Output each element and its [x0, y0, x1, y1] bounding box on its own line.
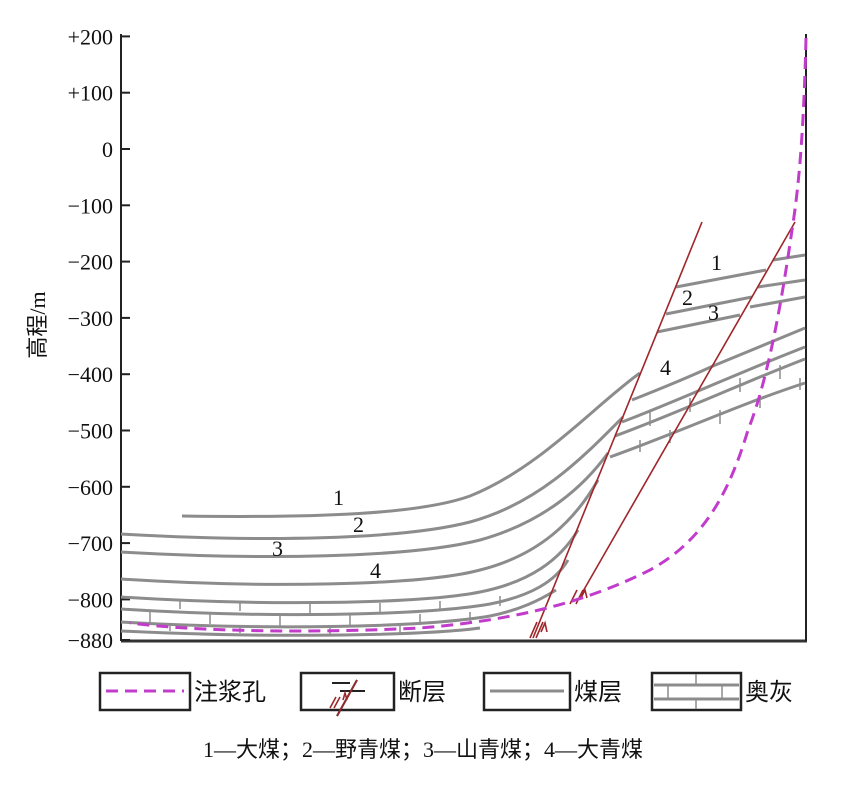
seam-1-mid [675, 268, 767, 289]
limestone-top-mid [621, 345, 806, 424]
seam-1-left [181, 371, 641, 518]
seam-2-right [757, 278, 806, 289]
seam-2-mid [665, 295, 753, 316]
limestone-brick-icon [654, 674, 739, 709]
limestone-2-left [120, 559, 570, 617]
legend: 注浆孔 断层 煤层 奥灰 [98, 671, 793, 717]
limestone-3-left [120, 588, 557, 629]
legend-label: 煤层 [574, 679, 622, 706]
seam-label: 4 [370, 558, 381, 583]
y-tick-label: −200 [68, 250, 113, 275]
y-tick-label: −400 [68, 362, 113, 387]
seam-label: 4 [660, 355, 671, 380]
y-tick-label: −880 [68, 628, 113, 653]
y-tick-label: −600 [68, 475, 113, 500]
coal-seams [120, 253, 806, 637]
y-tick-label: −800 [68, 587, 113, 612]
seam-3-left [120, 452, 610, 558]
seam-2-left [120, 415, 625, 540]
caption: 1—大煤；2—野青煤；3—山青煤；4—大青煤 [203, 737, 643, 762]
fault-1-arrow-icon [529, 620, 548, 639]
y-axis-label: 高程/m [25, 291, 50, 358]
seam-label: 1 [711, 250, 722, 275]
y-tick-label: −500 [68, 419, 113, 444]
y-tick-label: 0 [102, 137, 113, 162]
seam-label: 2 [682, 285, 693, 310]
seam-label: 3 [708, 300, 719, 325]
y-tick-label: −700 [68, 531, 113, 556]
seam-4-mid [631, 326, 806, 402]
faults [529, 221, 796, 639]
legend-label: 奥灰 [745, 679, 793, 706]
y-tick-label: −100 [68, 193, 113, 218]
seam-4-left [120, 479, 600, 586]
y-tick-label: −300 [68, 306, 113, 331]
limestone-3-mid [609, 381, 806, 459]
seam-label: 1 [333, 485, 344, 510]
legend-label: 注浆孔 [194, 679, 266, 706]
seam-label: 3 [272, 536, 283, 561]
legend-label: 断层 [398, 679, 446, 706]
seam-3-mid [656, 313, 741, 334]
limestone-base-left [120, 626, 481, 637]
y-ticks: +200 +100 0 −100 −200 −300 −400 −500 −600 −700 −80… [68, 24, 130, 653]
y-tick-label: +200 [68, 24, 113, 49]
grouting-hole [129, 37, 808, 633]
fault-1 [532, 221, 703, 639]
y-tick-label: +100 [68, 81, 113, 106]
limestone-top-left [120, 529, 580, 605]
fault-2 [577, 221, 796, 601]
limestone-2-mid [614, 357, 806, 438]
fault-2-arrow-icon [569, 587, 588, 605]
seam-label: 2 [353, 512, 364, 537]
seam-3-right [749, 295, 806, 309]
